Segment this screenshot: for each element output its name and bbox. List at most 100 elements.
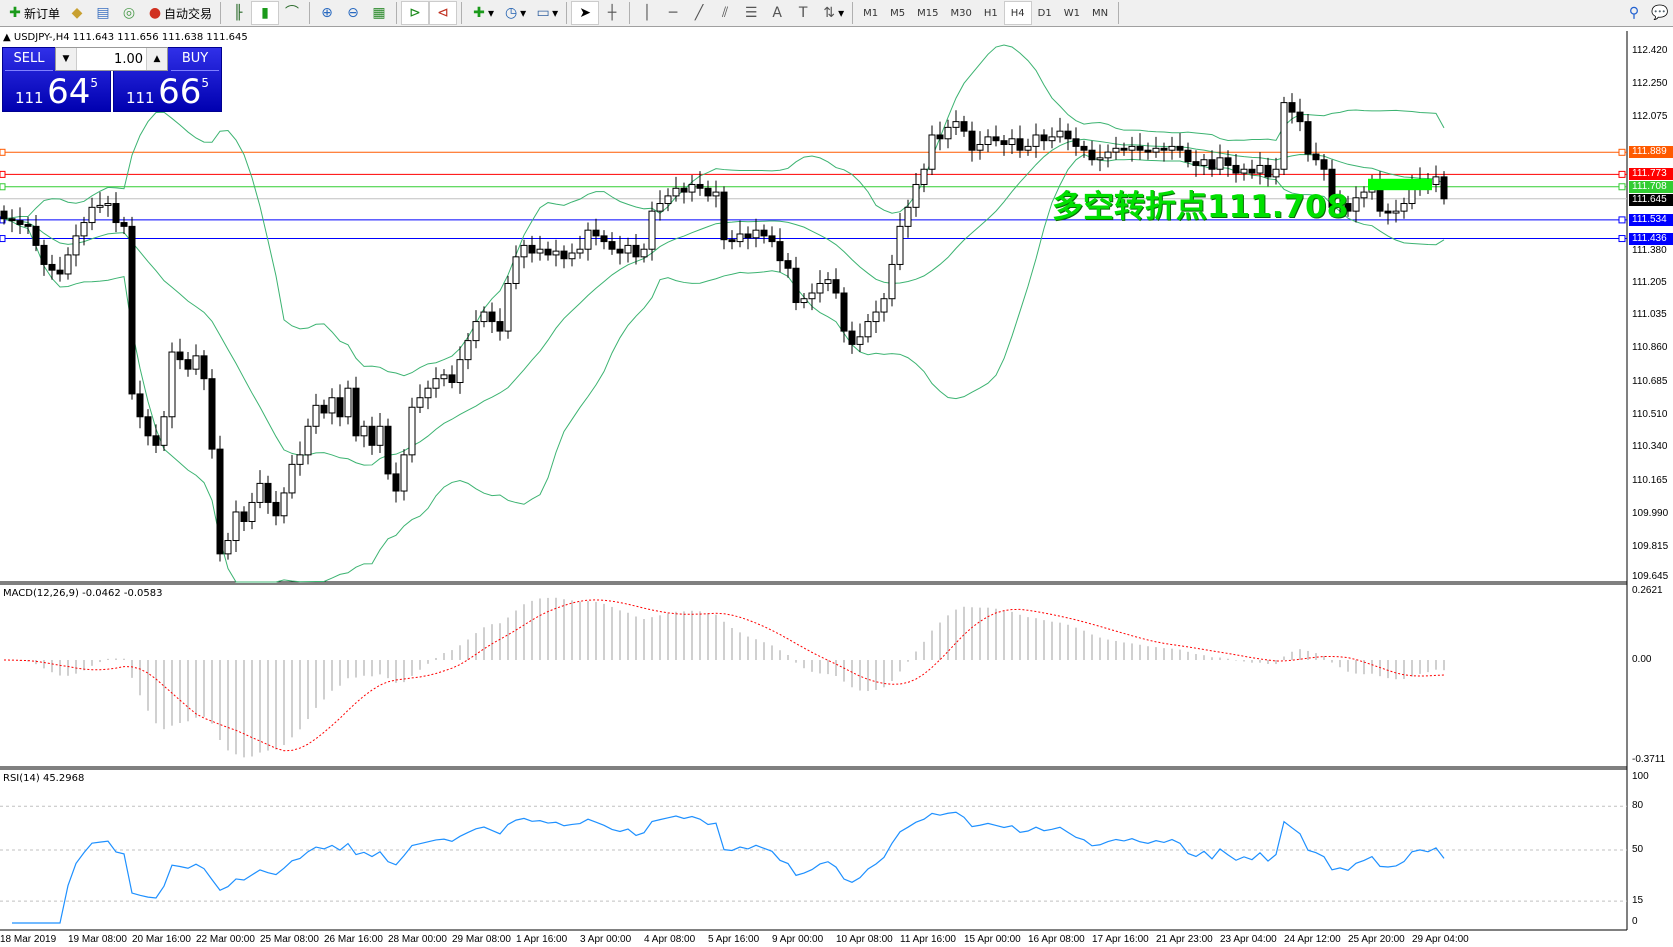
candle [240, 511, 248, 522]
timeframe-h4[interactable]: H4 [1003, 1, 1032, 25]
lot-decrease-button[interactable]: ▼ [62, 54, 70, 64]
candle [808, 292, 816, 300]
signal-button[interactable]: ◎ [116, 1, 142, 25]
auto-trading-button[interactable]: ● 自动交易 [142, 1, 216, 25]
text-label-icon: T [798, 5, 808, 21]
time-label: 22 Mar 00:00 [196, 934, 255, 945]
sell-price: 111 645 [14, 72, 99, 112]
candle [512, 256, 520, 284]
crosshair-button[interactable]: ┼ [599, 1, 625, 25]
macd-signal-line [3, 599, 1445, 752]
timeframe-w1[interactable]: W1 [1063, 7, 1080, 19]
candle [40, 244, 48, 265]
cursor-button[interactable]: ➤ [571, 1, 600, 25]
candle [744, 233, 752, 239]
timeframe-d1[interactable]: D1 [1037, 7, 1052, 19]
chat-button[interactable]: 💬 [1647, 1, 1673, 25]
rsi-tick: 0 [1632, 916, 1638, 927]
line-chart-button[interactable]: ⌒ [279, 1, 305, 25]
candle [160, 416, 168, 446]
price-level-label: 111.436 [1629, 232, 1673, 245]
arrows-button[interactable]: ⇅ ▾ [816, 1, 848, 25]
candle [1352, 197, 1360, 212]
zoom-out-button[interactable]: ⊖ [340, 1, 366, 25]
text-button[interactable]: A [764, 1, 790, 25]
arrows-icon: ⇅ [823, 5, 835, 21]
lot-increase-button[interactable]: ▲ [153, 54, 161, 64]
price-level-handle [1618, 216, 1626, 224]
candle [32, 225, 40, 246]
chart-shift-button[interactable]: ⊲ [429, 1, 458, 25]
periods-icon: ◷ [504, 5, 518, 21]
price-tick: 110.685 [1632, 375, 1668, 387]
candle [752, 229, 760, 239]
time-label: 4 Apr 08:00 [644, 934, 696, 945]
candle [64, 254, 72, 275]
candle [272, 501, 280, 517]
pivot-zone-box [1368, 178, 1432, 191]
candle [608, 241, 616, 250]
rsi-tick: 50 [1632, 844, 1644, 855]
horizontal-line-button[interactable]: ─ [660, 1, 686, 25]
timeframe-mn[interactable]: MN [1091, 7, 1109, 19]
metaeditor-button[interactable]: ◆ [64, 1, 90, 25]
text-label-button[interactable]: T [790, 1, 816, 25]
search-button[interactable]: ⚲ [1621, 1, 1647, 25]
equidistant-channel-button[interactable]: ⫽ [712, 1, 738, 25]
candle [376, 425, 384, 446]
autoscroll-button[interactable]: ⊳ [401, 1, 430, 25]
candle [128, 225, 136, 395]
candle [1256, 164, 1264, 174]
navigator-button[interactable]: ▤ [90, 1, 116, 25]
macd-tick: -0.3711 [1632, 754, 1666, 765]
candlestick-button[interactable]: ▮ [251, 1, 280, 25]
lot-input[interactable] [76, 48, 147, 70]
candle [1216, 157, 1224, 170]
timeframe-bar: M1 M5 M15 M30 H1 H4 D1 W1 MN [857, 1, 1114, 25]
chart-header: ▲ USDJPY-,H4 111.643 111.656 111.638 111… [3, 32, 248, 43]
candle [912, 183, 920, 208]
new-order-button[interactable]: ✚ 新订单 [2, 1, 64, 25]
candle [1080, 145, 1088, 151]
candle [1064, 130, 1072, 140]
zoom-in-button[interactable]: ⊕ [314, 1, 340, 25]
candle [1176, 145, 1184, 151]
fibonacci-button[interactable]: ☰ [738, 1, 764, 25]
candle [680, 187, 688, 193]
price-level-label: 111.645 [1629, 194, 1673, 207]
timeframe-m15[interactable]: M15 [917, 7, 939, 19]
candle [1312, 153, 1320, 161]
trendline-button[interactable]: ╱ [686, 1, 712, 25]
timeframe-m1[interactable]: M1 [863, 7, 879, 19]
timeframe-m30[interactable]: M30 [950, 7, 972, 19]
candle [184, 359, 192, 370]
candle [960, 121, 968, 132]
indicators-button[interactable]: ✚ ▾ [466, 1, 498, 25]
tile-windows-button[interactable]: ▦ [366, 1, 392, 25]
price-level-label: 111.708 [1629, 181, 1673, 194]
candle [1168, 145, 1176, 151]
bar-chart-button[interactable]: ╟ [225, 1, 251, 25]
candle [1136, 145, 1144, 151]
separator [461, 2, 463, 24]
candle [1032, 134, 1040, 147]
candle [48, 263, 56, 271]
candle [1160, 147, 1168, 151]
candle [168, 351, 176, 418]
candle [1008, 138, 1016, 145]
candle [584, 229, 592, 250]
vertical-line-button[interactable]: │ [634, 1, 660, 25]
lot-stepper[interactable]: ▼ ▲ [55, 47, 168, 71]
separator [220, 2, 222, 24]
trendline-icon: ╱ [694, 5, 704, 21]
candle [56, 269, 64, 275]
periods-button[interactable]: ◷ ▾ [498, 1, 530, 25]
timeframe-h1[interactable]: H1 [983, 7, 998, 19]
autoscroll-icon: ⊳ [409, 5, 421, 21]
candle [568, 252, 576, 260]
templates-button[interactable]: ▭ ▾ [530, 1, 562, 25]
timeframe-m5[interactable]: M5 [890, 7, 906, 19]
new-order-label: 新订单 [24, 6, 61, 21]
time-label: 20 Mar 16:00 [132, 934, 191, 945]
